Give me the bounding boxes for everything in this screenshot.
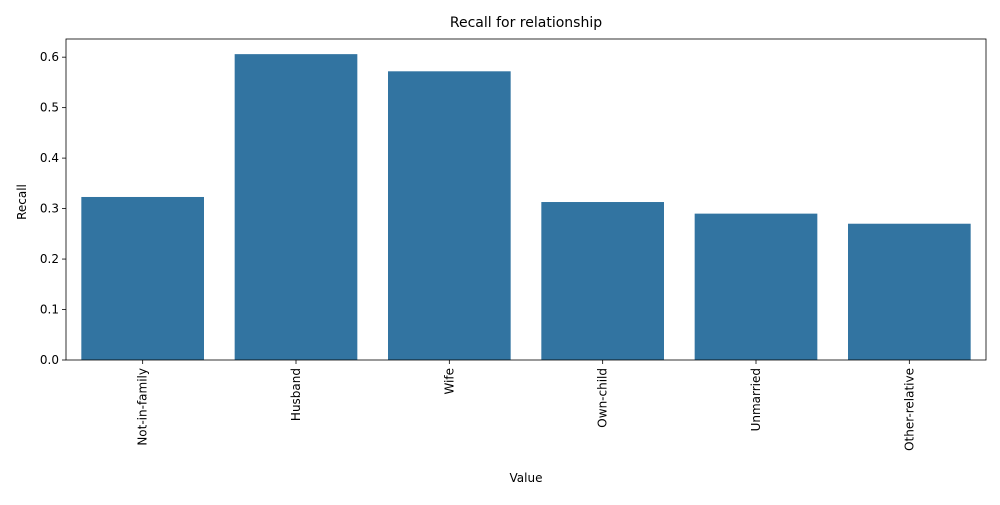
y-tick-label: 0.1 (40, 303, 59, 317)
plot-frame (65, 38, 987, 361)
x-axis: Not-in-family Husband Wife Own-child Unmarri… (136, 360, 916, 451)
y-tick-label: 0.6 (40, 50, 59, 64)
x-tick-label: Unmarried (749, 368, 763, 431)
y-axis-label: Recall (15, 184, 29, 220)
y-tick-label: 0.0 (40, 353, 59, 367)
chart-title: Recall for relationship (450, 15, 602, 31)
y-axis: 0.0 0.1 0.2 0.3 0.4 0.5 0.6 (40, 50, 66, 367)
x-tick-label: Wife (442, 368, 456, 395)
x-tick-label: Other-relative (902, 368, 916, 451)
bar-husband (234, 54, 358, 360)
y-tick-label: 0.3 (40, 202, 59, 216)
bar-own-child (541, 202, 664, 360)
x-tick-label: Own-child (596, 368, 610, 428)
y-tick-label: 0.5 (40, 101, 59, 115)
bars-group (81, 54, 971, 361)
x-tick-label: Husband (289, 368, 303, 421)
bar-other-relative (848, 223, 971, 360)
x-tick-label: Not-in-family (136, 368, 150, 446)
bar-unmarried (694, 213, 818, 360)
bar-wife (388, 71, 511, 361)
y-tick-label: 0.2 (40, 252, 59, 266)
y-tick-label: 0.4 (40, 151, 59, 165)
bar-not-in-family (81, 196, 204, 360)
x-axis-label: Value (510, 471, 543, 485)
